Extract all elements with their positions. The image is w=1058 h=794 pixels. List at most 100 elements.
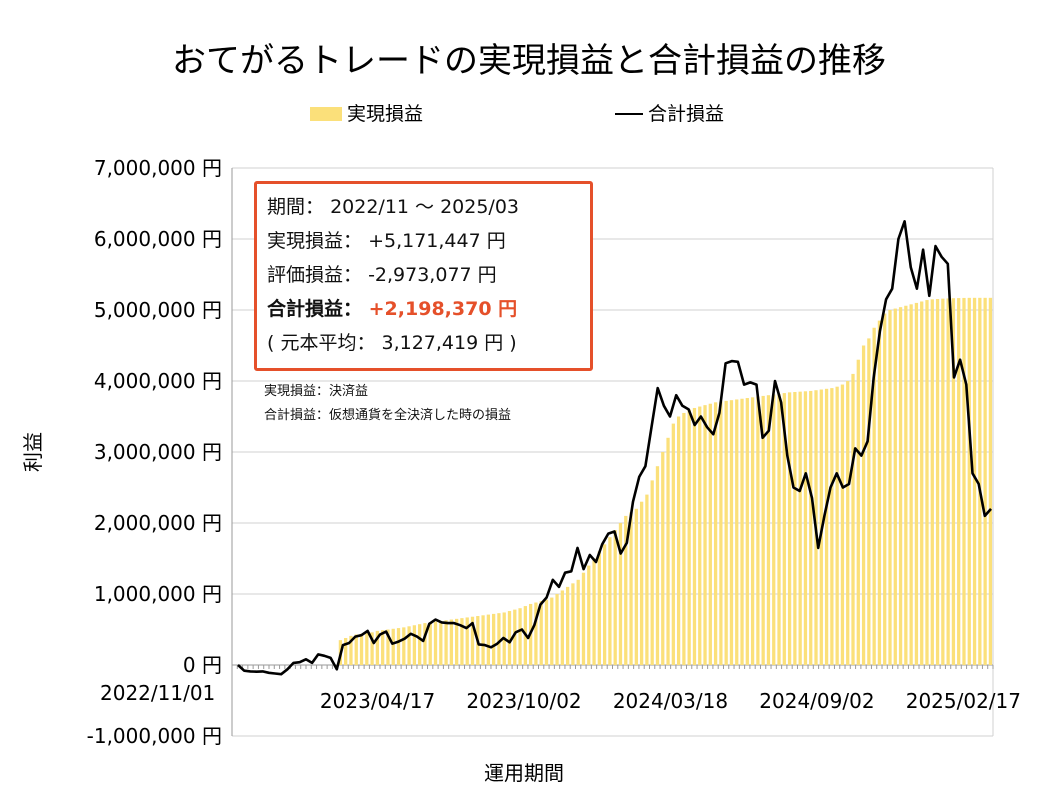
realized-bar bbox=[497, 613, 501, 665]
realized-bar bbox=[613, 530, 617, 665]
realized-bar bbox=[830, 388, 834, 665]
realized-bar bbox=[719, 401, 723, 665]
legend-swatch-realized bbox=[310, 107, 342, 121]
realized-bar bbox=[544, 599, 549, 665]
realized-bar bbox=[978, 297, 982, 665]
realized-bar bbox=[629, 512, 633, 665]
realized-bar bbox=[745, 398, 749, 665]
note-total: 合計損益：仮想通貨を全決済した時の損益 bbox=[264, 408, 512, 423]
x-tick-labels: 2022/11/01 2023/04/17 2023/10/02 2024/03/18… bbox=[100, 681, 1021, 713]
realized-bar bbox=[761, 395, 765, 665]
realized-bar bbox=[465, 617, 469, 665]
total-label: 合計損益： bbox=[267, 298, 363, 320]
legend-label-total: 合計損益 bbox=[648, 103, 724, 125]
realized-bar bbox=[692, 407, 697, 665]
realized-bar bbox=[687, 409, 691, 665]
realized-bar bbox=[650, 480, 654, 665]
realized-bar bbox=[666, 437, 670, 665]
realized-bar bbox=[914, 302, 919, 665]
realized-bar bbox=[941, 298, 945, 665]
period-label: 期間： bbox=[267, 196, 325, 218]
x-tick-label: 2023/04/17 bbox=[320, 689, 435, 713]
realized-bar bbox=[798, 391, 802, 665]
realized-bar bbox=[412, 625, 417, 665]
realized-bar bbox=[444, 620, 448, 665]
unrealized-label: 評価損益： bbox=[267, 264, 363, 286]
realized-bar bbox=[645, 494, 649, 665]
total-line: 合計損益： +2,198,370 円 bbox=[267, 292, 590, 326]
realized-bar bbox=[407, 626, 411, 665]
realized-bar bbox=[439, 620, 443, 665]
realized-bar bbox=[925, 300, 929, 665]
realized-bar bbox=[386, 629, 390, 665]
realized-bar bbox=[930, 299, 934, 665]
realized-bar bbox=[676, 416, 681, 665]
realized-bar bbox=[555, 594, 559, 665]
y-tick-label: 4,000,000 円 bbox=[94, 369, 222, 393]
realized-bar bbox=[639, 501, 644, 665]
realized-bar bbox=[713, 402, 718, 665]
realized-bar bbox=[428, 622, 432, 665]
period-value: 2022/11 ～ 2025/03 bbox=[330, 196, 520, 218]
x-tick-label: 2023/10/02 bbox=[466, 689, 581, 713]
y-tick-label: 1,000,000 円 bbox=[94, 582, 222, 606]
y-tick-label: 2,000,000 円 bbox=[94, 511, 222, 535]
realized-bar bbox=[782, 393, 786, 665]
realized-bar bbox=[492, 613, 496, 665]
realized-bar bbox=[550, 597, 554, 665]
realized-bar bbox=[729, 400, 734, 665]
realized-bar bbox=[418, 624, 422, 665]
summary-box: 期間： 2022/11 ～ 2025/03 実現損益： +5,171,447 円… bbox=[254, 181, 593, 371]
realized-bar bbox=[724, 400, 728, 665]
realized-bar bbox=[344, 638, 348, 665]
realized-bar bbox=[840, 384, 845, 665]
y-tick-labels: 7,000,000 円 6,000,000 円 5,000,000 円 4,000,0… bbox=[87, 156, 222, 748]
realized-bar bbox=[655, 466, 660, 665]
realized-bar bbox=[867, 338, 871, 665]
y-tick-label: 5,000,000 円 bbox=[94, 298, 222, 322]
realized-bar bbox=[861, 345, 866, 665]
realized-bar bbox=[518, 608, 522, 665]
realized-bar bbox=[766, 395, 771, 665]
realized-bar bbox=[513, 609, 517, 665]
total-value: +2,198,370 円 bbox=[368, 298, 518, 320]
realized-bar bbox=[898, 307, 903, 665]
realized-bar bbox=[904, 305, 908, 665]
total-line bbox=[237, 220, 992, 676]
realized-bar bbox=[560, 590, 564, 665]
x-tick-label: 2024/03/18 bbox=[613, 689, 728, 713]
realized-bar bbox=[396, 628, 401, 665]
realized-bar bbox=[470, 616, 475, 665]
realized-bar bbox=[872, 327, 876, 665]
y-tick-label: -1,000,000 円 bbox=[87, 724, 222, 748]
realized-bar bbox=[809, 390, 813, 665]
realized-bar bbox=[349, 635, 353, 665]
realized-bar bbox=[888, 310, 892, 665]
realized-bar bbox=[951, 298, 956, 665]
realized-bar bbox=[962, 297, 966, 665]
realized-bar bbox=[851, 373, 855, 665]
x-tick-label: 2024/09/02 bbox=[759, 689, 874, 713]
realized-bar bbox=[618, 523, 623, 665]
realized-bar bbox=[539, 601, 543, 665]
realized-bar bbox=[486, 614, 491, 665]
realized-bar bbox=[682, 412, 686, 665]
realized-label: 実現損益： bbox=[267, 230, 363, 252]
realized-bar bbox=[375, 630, 380, 665]
x-tick-label: 2022/11/01 bbox=[100, 681, 215, 705]
realized-bar bbox=[433, 621, 438, 665]
x-axis-title: 運用期間 bbox=[484, 761, 564, 785]
realized-bar bbox=[920, 301, 924, 665]
realized-value: +5,171,447 円 bbox=[368, 230, 506, 252]
realized-bar bbox=[740, 398, 744, 665]
realized-bar bbox=[909, 304, 913, 665]
realized-bar bbox=[988, 297, 993, 665]
realized-bar bbox=[835, 386, 839, 665]
realized-bar bbox=[391, 628, 395, 665]
realized-bar bbox=[935, 298, 940, 665]
total-line-layer bbox=[237, 220, 992, 676]
realized-bar bbox=[576, 579, 580, 665]
realized-bar bbox=[846, 381, 850, 665]
realized-bar bbox=[365, 633, 369, 665]
